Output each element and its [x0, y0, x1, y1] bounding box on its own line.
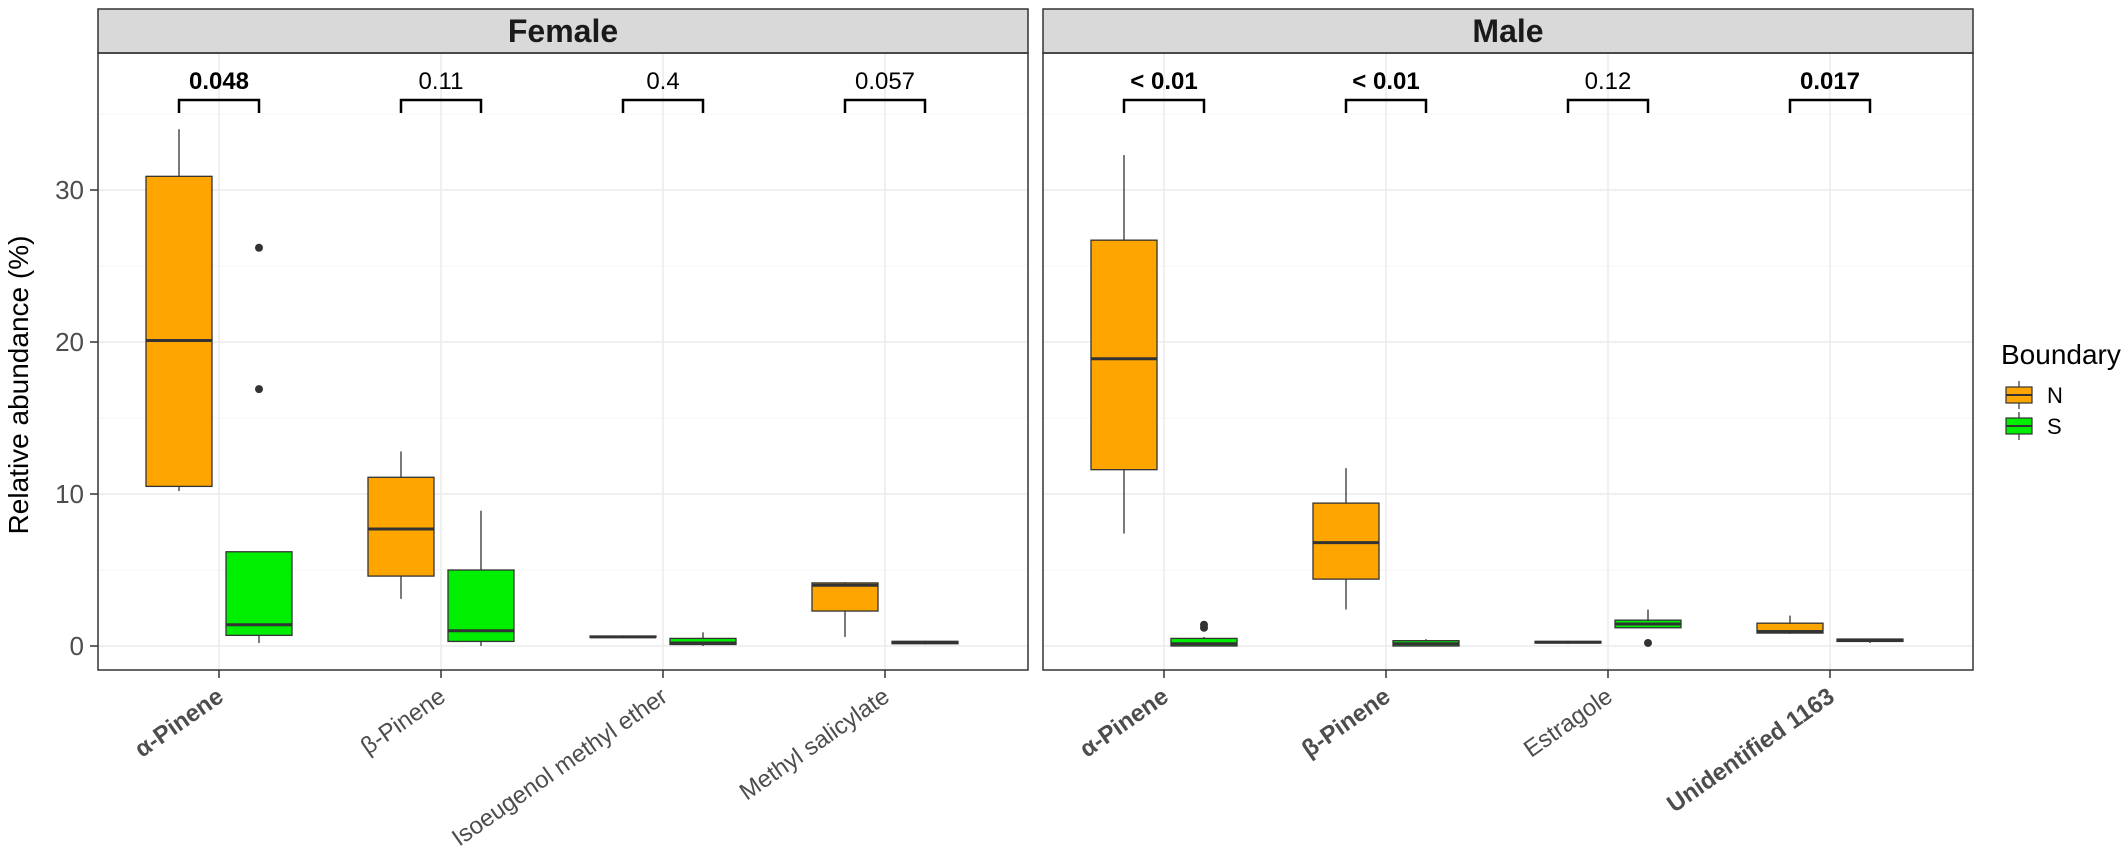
y-tick-label: 20 [55, 327, 84, 357]
p-value-label: 0.017 [1800, 68, 1860, 95]
box-body [1170, 637, 1238, 647]
significance-bracket [843, 98, 927, 113]
x-tick-label: Estragole [1519, 683, 1618, 763]
y-tick-label: 0 [70, 631, 84, 661]
p-value-label: < 0.01 [1130, 68, 1197, 95]
box-S [1614, 609, 1682, 647]
x-tick-label: Unidentified 1163 [1662, 683, 1839, 818]
significance-bracket [399, 98, 483, 113]
box-body [367, 476, 435, 577]
box-N [1090, 155, 1158, 534]
significance-bracket [177, 98, 261, 113]
x-tick-label: β-Pinene [356, 683, 451, 760]
box-body [225, 551, 293, 637]
x-tick-label: α-Pinene [1075, 683, 1174, 763]
box-S [447, 510, 515, 646]
box-S [891, 640, 959, 645]
box-N [1756, 615, 1824, 634]
box-N [589, 635, 657, 639]
outlier-point [255, 243, 263, 252]
outlier-point [1200, 620, 1208, 629]
box-body [1756, 622, 1824, 634]
box-N [1534, 640, 1602, 644]
box-N [145, 129, 213, 491]
p-value-label: < 0.01 [1352, 68, 1419, 95]
box-body [1312, 502, 1380, 580]
box-body [1090, 239, 1158, 471]
significance-bracket [1788, 98, 1872, 113]
box-S [1392, 639, 1460, 647]
box-S [1170, 620, 1238, 647]
facet-strip [1042, 8, 1974, 54]
box-body [145, 175, 213, 488]
x-tick-label: β-Pinene [1297, 683, 1396, 763]
outlier-point [1644, 638, 1652, 647]
facet-strip-label: Male [1472, 13, 1543, 49]
box-S [225, 243, 293, 643]
panel-background [1043, 53, 1973, 670]
box-body [811, 582, 879, 612]
box-N [367, 451, 435, 599]
p-value-label: 0.048 [189, 68, 249, 95]
p-value-label: 0.057 [855, 68, 915, 95]
legend-key-N: N [2005, 381, 2063, 409]
legend-title: Boundary [2001, 339, 2121, 370]
outlier-point [255, 385, 263, 394]
p-value-label: 0.4 [646, 68, 679, 95]
x-tick-label: Isoeugenol methyl ether [447, 683, 672, 852]
legend-label: N [2047, 383, 2063, 408]
panel-border [1042, 52, 1974, 671]
legend-key-S: S [2005, 412, 2062, 440]
y-axis-title: Relative abundance (%) [3, 236, 34, 535]
panel-border [97, 52, 1029, 671]
box-N [811, 582, 879, 637]
x-tick-label: α-Pinene [130, 683, 229, 763]
facet-panel-female: Female 0.048 α-Pinene 0.11 β-Pinene 0.4 Isoeug… [97, 8, 1029, 852]
legend-label: S [2047, 414, 2062, 439]
box-S [1836, 638, 1904, 643]
facet-panel-male: Male < 0.01 α-Pinene < 0.01 β-Pinene 0.12 Estr… [1042, 8, 1974, 818]
x-tick-label: Methyl salicylate [735, 683, 895, 806]
p-value-label: 0.12 [1585, 68, 1632, 95]
box-S [669, 632, 737, 646]
y-tick-label: 10 [55, 479, 84, 509]
significance-bracket [1566, 98, 1650, 113]
box-N [1312, 468, 1380, 610]
y-tick-label: 30 [55, 175, 84, 205]
facet-strip-label: Female [508, 13, 618, 49]
legend: Boundary NS [2001, 339, 2121, 440]
facet-strip [97, 8, 1029, 54]
significance-bracket [621, 98, 705, 113]
significance-bracket [1122, 98, 1206, 113]
p-value-label: 0.11 [419, 68, 464, 95]
significance-bracket [1344, 98, 1428, 113]
box-body [669, 637, 737, 646]
